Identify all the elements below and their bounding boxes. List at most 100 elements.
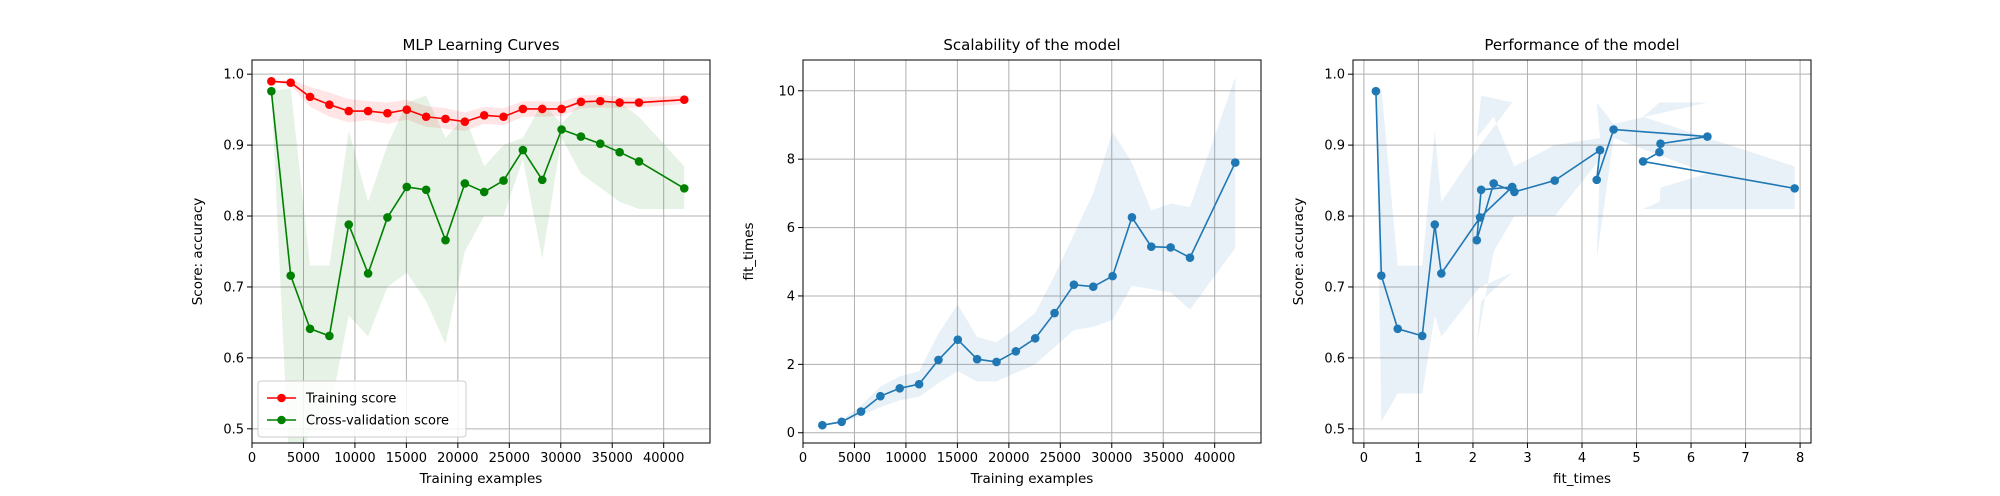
y-tick-label: 0.6 (223, 351, 244, 366)
series-0-point (1108, 271, 1117, 281)
series-0-point (1127, 213, 1137, 222)
series-0-point (1472, 235, 1482, 245)
x-tick-label: 5000 (838, 451, 871, 466)
x-tick-label: 0 (248, 451, 256, 466)
series-0-point (1146, 242, 1156, 252)
chart-title: Scalability of the model (943, 36, 1120, 54)
series-0-point (595, 96, 605, 106)
y-tick-label: 8 (787, 153, 795, 168)
legend: Training score Cross-validation score (257, 380, 467, 438)
series-1-point (634, 157, 644, 166)
series-1-point (595, 139, 605, 148)
y-tick-label: 0 (787, 426, 795, 441)
series-0-point (837, 417, 846, 427)
legend-marker (277, 393, 286, 403)
series-0-point (402, 105, 412, 114)
y-tick-label: 0.5 (1324, 422, 1345, 437)
series-0-point (934, 355, 943, 365)
series-1-point (615, 147, 624, 157)
series-1-point (557, 125, 566, 134)
series-0-point (576, 97, 586, 107)
y-tick-label: 0.8 (223, 210, 244, 225)
x-axis-label: fit_times (1553, 471, 1611, 487)
legend-label: Training score (305, 392, 396, 407)
x-tick-label: 6 (1687, 451, 1695, 466)
x-tick-label: 0 (799, 451, 807, 466)
series-0-point (1050, 308, 1059, 318)
series-0-point (1550, 176, 1560, 185)
chart-title: MLP Learning Curves (402, 36, 559, 54)
x-tick-label: 35000 (592, 451, 633, 466)
series-1-point (499, 176, 508, 185)
series-1-point (679, 184, 689, 193)
series-0-point (992, 357, 1001, 367)
series-0-point (479, 111, 489, 120)
series-0-point (1656, 139, 1665, 148)
x-axis-label: Training examples (419, 471, 543, 487)
series-0-point (286, 78, 295, 87)
legend-box (257, 380, 467, 438)
x-tick-label: 40000 (643, 451, 684, 466)
series-0-point (1088, 282, 1098, 292)
series-0-point (383, 108, 392, 118)
x-tick-label: 3 (1523, 451, 1531, 466)
plot-area (1371, 86, 1799, 422)
x-tick-label: 20000 (988, 451, 1029, 466)
series-0-band (822, 77, 1236, 426)
series-0-point (460, 117, 470, 127)
series-0-point (1393, 324, 1403, 334)
x-tick-label: 8 (1796, 451, 1804, 466)
x-tick-label: 10000 (885, 451, 926, 466)
series-1-point (576, 132, 586, 141)
axes-frame (251, 59, 711, 444)
chart-2: 0 5000 10000 15000 20000 25000 30000 35000 40000… (741, 36, 1262, 487)
series-0-point (1489, 179, 1498, 188)
grid (802, 60, 1261, 443)
y-tick-label: 0.9 (223, 139, 244, 154)
series-0-point (518, 104, 528, 114)
legend-label: Cross-validation score (306, 414, 449, 429)
x-tick-label: 40000 (1194, 451, 1235, 466)
x-tick-label: 25000 (489, 451, 530, 466)
series-0-point (499, 112, 508, 122)
series-0-point (1011, 347, 1021, 356)
chart-title: Performance of the model (1484, 36, 1679, 54)
series-1-point (479, 187, 489, 197)
series-1-point (402, 182, 412, 192)
series-1-point (441, 235, 450, 245)
series-0-point (818, 420, 827, 430)
chart-1: 0 5000 10000 15000 20000 25000 30000 35000 40000… (190, 36, 711, 487)
axes-frame (802, 59, 1262, 444)
series-0-point (1595, 145, 1605, 155)
x-tick-label: 25000 (1040, 451, 1081, 466)
y-tick-label: 1.0 (223, 68, 244, 83)
x-tick-label: 10000 (334, 451, 375, 466)
series-1-point (460, 179, 470, 188)
series-0-point (267, 76, 276, 86)
series-1-point (267, 86, 276, 96)
series-0-point (876, 391, 885, 401)
series-0-point (537, 104, 547, 114)
x-tick-label: 20000 (437, 451, 478, 466)
series-0-point (1430, 220, 1440, 229)
series-0-point (344, 106, 354, 116)
series-0-point (1638, 157, 1648, 166)
y-axis-label: fit_times (741, 222, 757, 280)
x-tick-label: 0 (1360, 451, 1368, 466)
y-tick-label: 1.0 (1324, 68, 1345, 83)
x-tick-label: 2 (1469, 451, 1477, 466)
series-0-point (1377, 271, 1386, 280)
x-axis-label: Training examples (970, 471, 1094, 487)
series-0-point (856, 407, 866, 416)
series-0-point (634, 98, 644, 107)
x-tick-label: 30000 (540, 451, 581, 466)
y-tick-label: 10 (778, 84, 795, 99)
series-1-point (383, 213, 392, 222)
x-tick-label: 35000 (1143, 451, 1184, 466)
series-0-point (1437, 269, 1446, 278)
y-tick-label: 0.7 (223, 280, 244, 295)
y-tick-label: 0.8 (1324, 210, 1345, 225)
series-0-point (1476, 185, 1486, 195)
y-tick-label: 6 (787, 221, 795, 236)
